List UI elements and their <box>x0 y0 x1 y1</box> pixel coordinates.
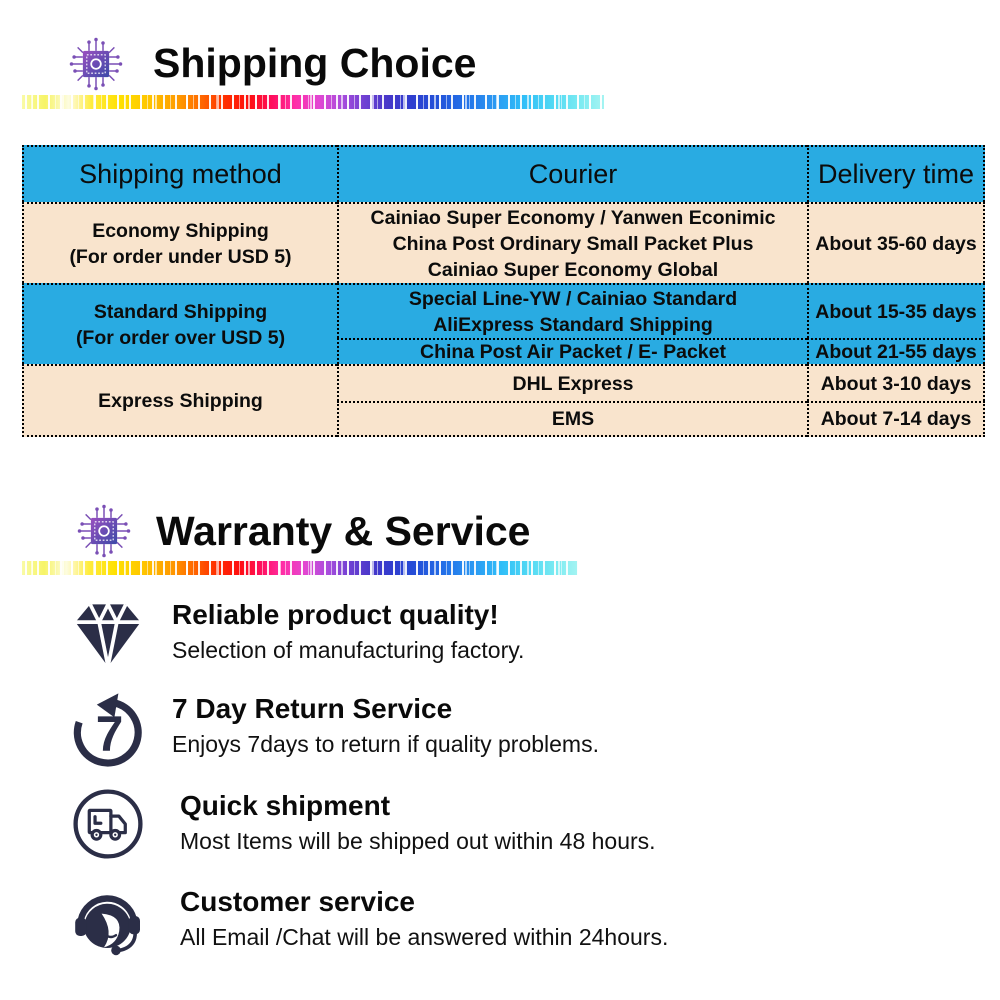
courier-cell-express-1: DHL Express <box>337 364 807 401</box>
service-title: Quick shipment <box>180 790 391 821</box>
courier-cell-standard-1: Special Line-YW / Cainiao Standard AliEx… <box>337 283 807 338</box>
service-title: Reliable product quality! <box>172 599 499 630</box>
courier-cell-standard-2: China Post Air Packet / E- Packet <box>337 338 807 364</box>
method-cell-standard: Standard Shipping (For order over USD 5) <box>22 283 337 364</box>
courier-line: Special Line-YW / Cainiao Standard <box>408 287 738 310</box>
col-header-shipping-method: Shipping method <box>22 145 337 202</box>
courier-line: Cainiao Super Economy Global <box>427 258 719 281</box>
shipping-section-title: Shipping Choice <box>153 40 477 86</box>
courier-line: China Post Ordinary Small Packet Plus <box>392 232 754 255</box>
service-desc: Most Items will be shipped out within 48… <box>180 828 656 854</box>
rainbow-divider <box>22 561 578 575</box>
headset-icon <box>75 895 140 956</box>
service-item-shipment: Quick shipment Most Items will be shippe… <box>60 788 656 860</box>
method-line: (For order over USD 5) <box>75 326 286 349</box>
service-desc: Enjoys 7days to return if quality proble… <box>172 731 599 757</box>
rainbow-divider <box>22 95 604 109</box>
return-7-icon: 7 <box>73 693 142 767</box>
diamond-icon <box>75 600 141 667</box>
service-item-return: 7 7 Day Return Service Enjoys 7days to r… <box>60 691 599 771</box>
method-line: Economy Shipping <box>92 219 269 242</box>
warranty-section-title: Warranty & Service <box>156 508 531 554</box>
service-desc: Selection of manufacturing factory. <box>172 637 525 663</box>
method-cell-economy: Economy Shipping (For order under USD 5) <box>22 202 337 283</box>
col-header-delivery-time: Delivery time <box>807 145 985 202</box>
method-line: (For order under USD 5) <box>69 245 292 268</box>
service-item-customer-service: Customer service All Email /Chat will be… <box>60 884 668 964</box>
courier-line: AliExpress Standard Shipping <box>433 313 713 336</box>
shipping-table: Shipping method Courier Delivery time Ec… <box>22 145 985 437</box>
courier-cell-economy: Cainiao Super Economy / Yanwen Econimic … <box>337 202 807 283</box>
truck-icon <box>73 789 143 859</box>
method-cell-express: Express Shipping <box>22 364 337 437</box>
service-desc: All Email /Chat will be answered within … <box>180 924 669 950</box>
delivery-cell-standard-2: About 21-55 days <box>807 338 985 364</box>
delivery-cell-economy: About 35-60 days <box>807 202 985 283</box>
col-header-courier: Courier <box>337 145 807 202</box>
delivery-cell-standard-1: About 15-35 days <box>807 283 985 338</box>
service-title: 7 Day Return Service <box>172 693 453 724</box>
chip-icon <box>77 504 131 558</box>
svg-text:7: 7 <box>96 706 124 762</box>
delivery-cell-express-1: About 3-10 days <box>807 364 985 401</box>
delivery-cell-express-2: About 7-14 days <box>807 401 985 437</box>
service-item-quality: Reliable product quality! Selection of m… <box>60 597 524 671</box>
service-title: Customer service <box>180 886 416 917</box>
courier-line: Cainiao Super Economy / Yanwen Econimic <box>370 206 776 229</box>
method-line: Standard Shipping <box>93 300 268 323</box>
chip-icon <box>69 37 123 91</box>
method-line: Express Shipping <box>98 389 263 412</box>
courier-cell-express-2: EMS <box>337 401 807 437</box>
